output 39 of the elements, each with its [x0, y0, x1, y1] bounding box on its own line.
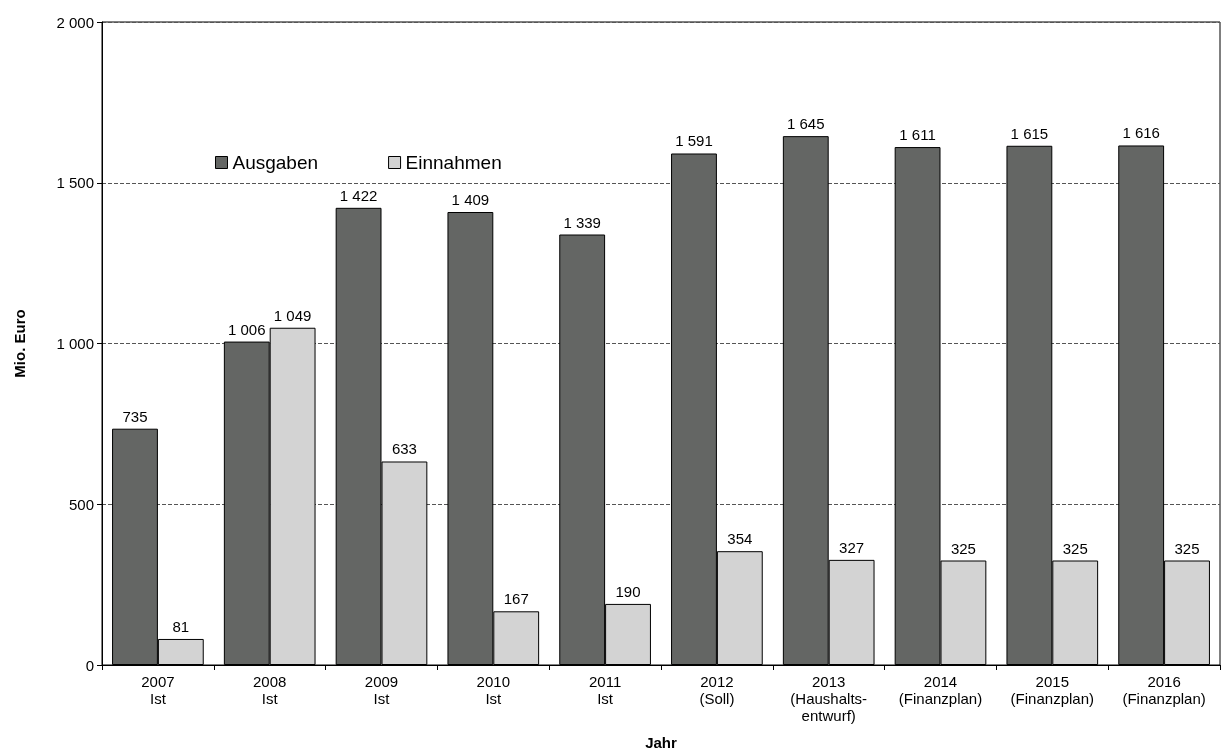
x-axis-title: Jahr [645, 734, 677, 751]
data-label: 1 409 [451, 191, 490, 209]
data-label: 1 645 [787, 115, 825, 133]
legend-label: Ausgaben [232, 152, 319, 173]
data-label: 1 615 [1010, 124, 1049, 142]
x-tick-label: 2015 (Finanzplan) [1010, 673, 1094, 707]
x-tick-label: 2014 (Finanzplan) [898, 673, 983, 707]
y-tick-label: 1 000 [56, 335, 94, 352]
data-label: 81 [172, 617, 190, 635]
data-label: 1 616 [1122, 124, 1160, 142]
x-tick-label: 2016 (Finanzplan) [1122, 673, 1206, 707]
x-tick-label: 2009 Ist [364, 673, 399, 707]
data-label: 190 [615, 582, 641, 600]
data-label: 325 [950, 539, 976, 557]
x-tick-label: 2008 Ist [253, 673, 287, 707]
y-tick-label: 500 [68, 495, 94, 513]
x-tick-label: 2007 Ist [141, 673, 175, 707]
data-label: 735 [122, 407, 148, 425]
data-label: 325 [1174, 539, 1200, 557]
data-label: 327 [839, 538, 865, 556]
x-tick-label: 2010 Ist [476, 673, 510, 707]
data-label: 354 [727, 530, 753, 548]
data-label: 167 [503, 590, 529, 608]
y-axis-title: Mio. Euro [11, 309, 28, 378]
x-tick-label: 2012 (Soll) [699, 673, 735, 707]
data-label: 1 339 [563, 213, 601, 231]
data-label: 1 591 [675, 132, 713, 150]
x-tick-label: 2011 Ist [588, 673, 622, 707]
data-label: 1 422 [339, 186, 378, 204]
data-label: 1 611 [899, 126, 936, 144]
y-tick-label: 1 500 [56, 174, 94, 192]
data-label: 325 [1062, 539, 1088, 557]
data-label: 633 [391, 440, 417, 458]
data-label: 1 049 [273, 306, 312, 324]
legend-label: Einnahmen [405, 152, 502, 173]
y-tick-label: 2 000 [56, 13, 94, 31]
x-tick-label: 2013 (Haushalts- entwurf) [790, 673, 868, 724]
y-tick-label: 0 [85, 656, 94, 674]
data-label: 1 006 [228, 320, 266, 338]
